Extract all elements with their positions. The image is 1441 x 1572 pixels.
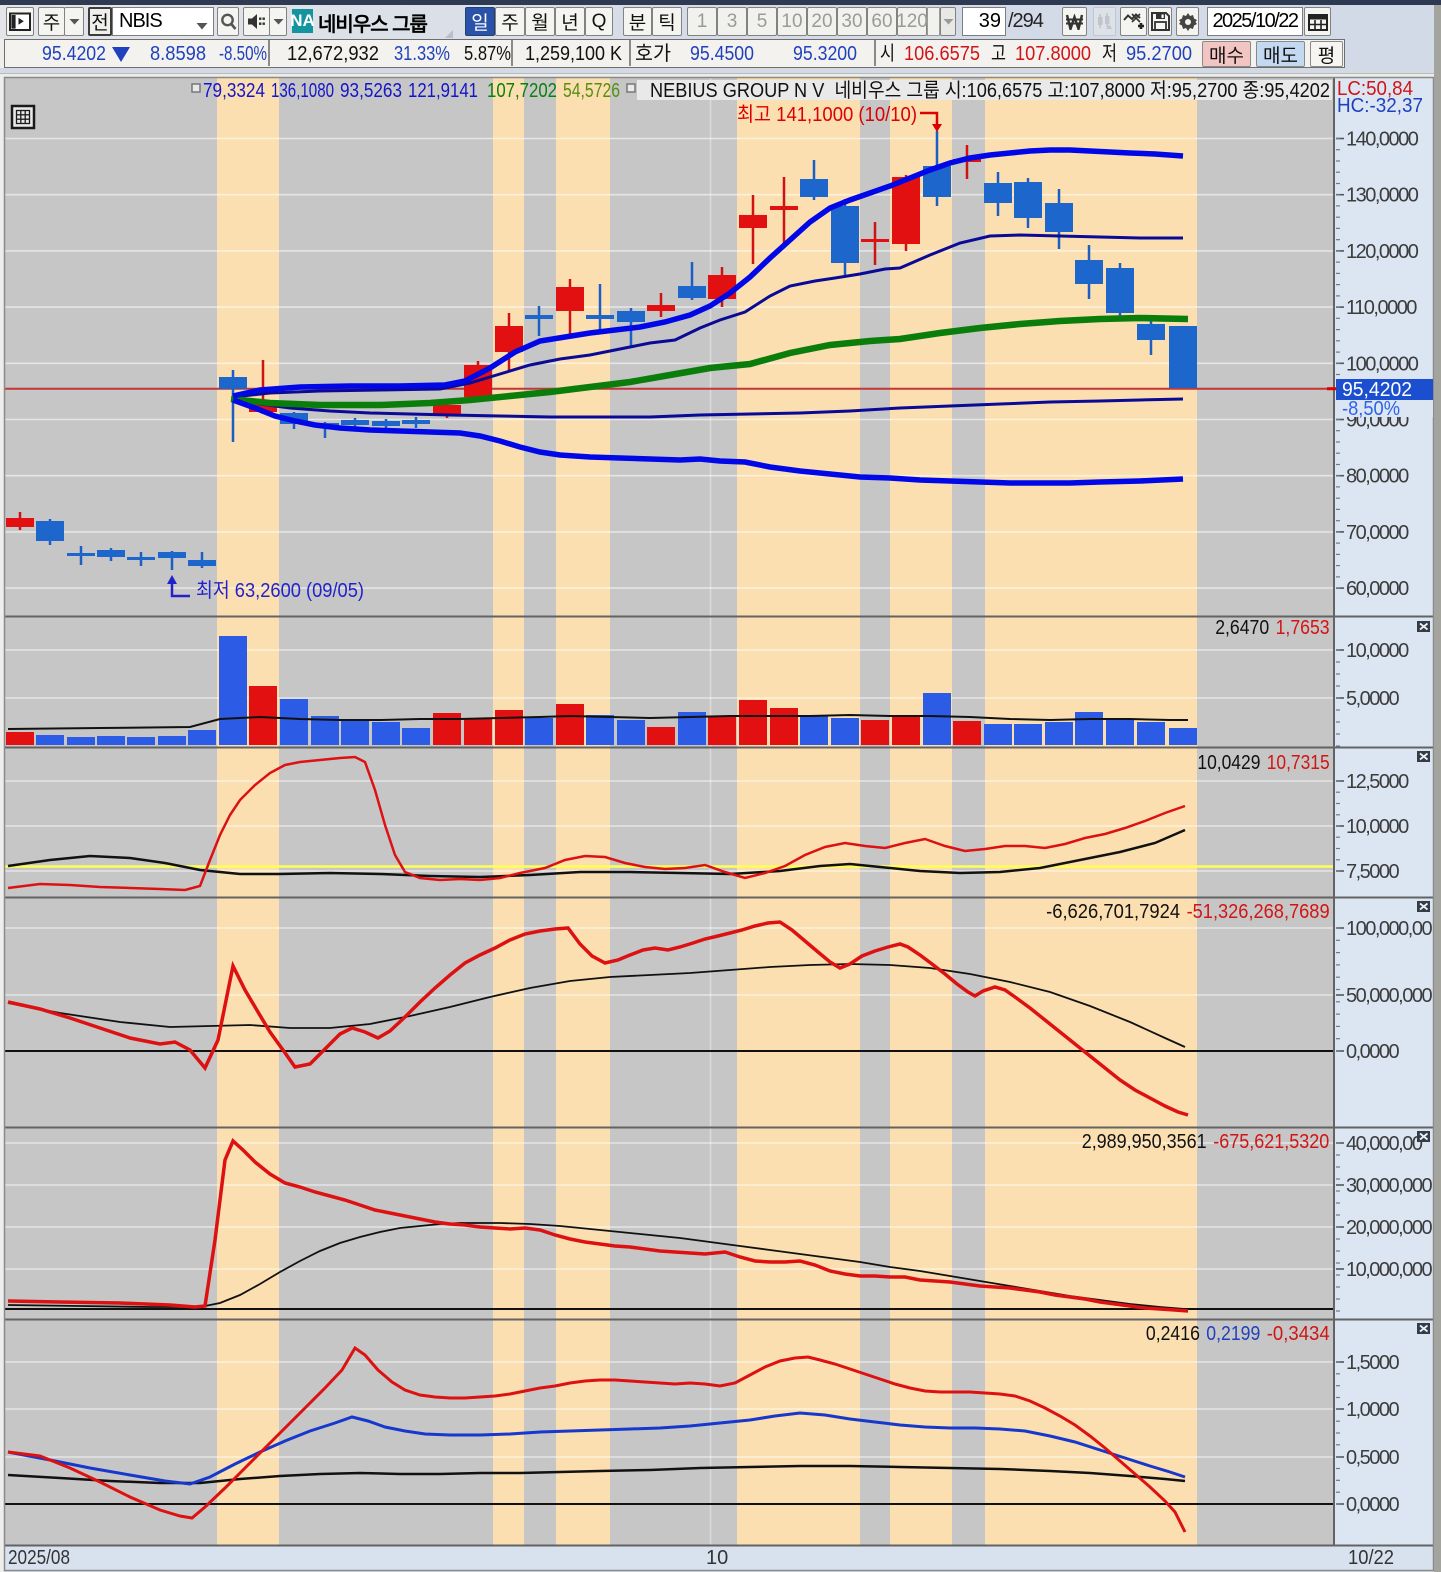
svg-text:110,0000: 110,0000 xyxy=(1346,297,1417,319)
svg-text:54,5726: 54,5726 xyxy=(563,80,620,102)
svg-text:-8.50%: -8.50% xyxy=(219,43,267,65)
svg-text:1,5000: 1,5000 xyxy=(1346,1352,1400,1374)
svg-text:-0,3434: -0,3434 xyxy=(1267,1323,1330,1345)
svg-text:0,2199: 0,2199 xyxy=(1206,1323,1260,1345)
svg-text:최저 63,2600 (09/05): 최저 63,2600 (09/05) xyxy=(196,579,364,602)
svg-text:140,0000: 140,0000 xyxy=(1346,129,1419,151)
svg-text:10,0429: 10,0429 xyxy=(1197,752,1260,774)
svg-text:30,000,000: 30,000,000 xyxy=(1346,1175,1432,1197)
svg-text:95,4202: 95,4202 xyxy=(1342,379,1412,401)
svg-text:10,0000: 10,0000 xyxy=(1346,816,1409,838)
svg-text:1,0000: 1,0000 xyxy=(1346,1399,1400,1421)
svg-text:-51,326,268,7689: -51,326,268,7689 xyxy=(1187,901,1330,923)
svg-text:1,7653: 1,7653 xyxy=(1276,617,1330,639)
svg-text:12,5000: 12,5000 xyxy=(1346,771,1409,793)
svg-text:0,0000: 0,0000 xyxy=(1346,1494,1400,1516)
svg-text:107.8000: 107.8000 xyxy=(1015,43,1091,65)
svg-text:31.33%: 31.33% xyxy=(394,43,450,65)
svg-text:-6,626,701,7924: -6,626,701,7924 xyxy=(1046,901,1180,923)
svg-text:2025/08: 2025/08 xyxy=(8,1547,70,1569)
svg-text:5.87%: 5.87% xyxy=(464,43,511,65)
svg-text:60,0000: 60,0000 xyxy=(1346,578,1409,600)
svg-text:20,000,000: 20,000,000 xyxy=(1346,1217,1432,1239)
svg-text:최고 141,1000 (10/10): 최고 141,1000 (10/10) xyxy=(737,103,917,126)
svg-text:10/22: 10/22 xyxy=(1348,1547,1394,1569)
svg-text:2,989,950,3561: 2,989,950,3561 xyxy=(1082,1131,1207,1153)
svg-text:107,7202: 107,7202 xyxy=(487,80,557,102)
svg-text:79,3324: 79,3324 xyxy=(203,80,265,102)
svg-text:HC:-32,37: HC:-32,37 xyxy=(1337,95,1423,117)
svg-text:95.4202: 95.4202 xyxy=(42,43,106,65)
svg-text:저: 저 xyxy=(1102,42,1117,65)
svg-text:8.8598: 8.8598 xyxy=(150,43,206,65)
svg-text:50,000,000: 50,000,000 xyxy=(1346,985,1432,1007)
svg-text:80,0000: 80,0000 xyxy=(1346,466,1409,488)
svg-text:-8,50%: -8,50% xyxy=(1342,398,1400,420)
svg-text:1,259,100 K: 1,259,100 K xyxy=(525,43,623,65)
svg-text:100,000,00: 100,000,00 xyxy=(1346,918,1432,940)
svg-text:95.2700: 95.2700 xyxy=(1126,43,1192,65)
svg-text:120,0000: 120,0000 xyxy=(1346,241,1419,263)
svg-text:NEBIUS GROUP N V 네비우스 그룹 시:10: NEBIUS GROUP N V 네비우스 그룹 시:106,6575 고:10… xyxy=(650,79,1330,102)
svg-text:7,5000: 7,5000 xyxy=(1346,861,1400,883)
svg-text:40,000,00: 40,000,00 xyxy=(1346,1133,1423,1155)
svg-text:5,0000: 5,0000 xyxy=(1346,688,1400,710)
svg-text:121,9141: 121,9141 xyxy=(408,80,478,102)
svg-text:95.3200: 95.3200 xyxy=(793,43,857,65)
svg-text:호가: 호가 xyxy=(635,42,671,65)
svg-text:고: 고 xyxy=(991,43,1006,65)
svg-text:106.6575: 106.6575 xyxy=(904,43,980,65)
svg-text:93,5263: 93,5263 xyxy=(340,80,402,102)
svg-text:0,0000: 0,0000 xyxy=(1346,1041,1400,1063)
svg-text:10,000,000: 10,000,000 xyxy=(1346,1259,1432,1281)
svg-text:-675,621,5320: -675,621,5320 xyxy=(1213,1131,1329,1153)
svg-text:2,6470: 2,6470 xyxy=(1215,617,1269,639)
svg-text:0,2416: 0,2416 xyxy=(1146,1323,1200,1345)
svg-text:95.4500: 95.4500 xyxy=(690,43,754,65)
svg-text:136,1080: 136,1080 xyxy=(271,80,334,102)
svg-text:130,0000: 130,0000 xyxy=(1346,185,1419,207)
svg-text:10: 10 xyxy=(706,1547,728,1569)
svg-text:10,0000: 10,0000 xyxy=(1346,640,1409,662)
svg-text:12,672,932: 12,672,932 xyxy=(287,43,379,65)
svg-text:70,0000: 70,0000 xyxy=(1346,522,1409,544)
svg-text:100,0000: 100,0000 xyxy=(1346,353,1419,375)
svg-text:LC:50,84: LC:50,84 xyxy=(1337,78,1413,100)
svg-text:0,5000: 0,5000 xyxy=(1346,1447,1400,1469)
svg-text:시: 시 xyxy=(880,43,895,65)
svg-text:10,7315: 10,7315 xyxy=(1267,752,1330,774)
